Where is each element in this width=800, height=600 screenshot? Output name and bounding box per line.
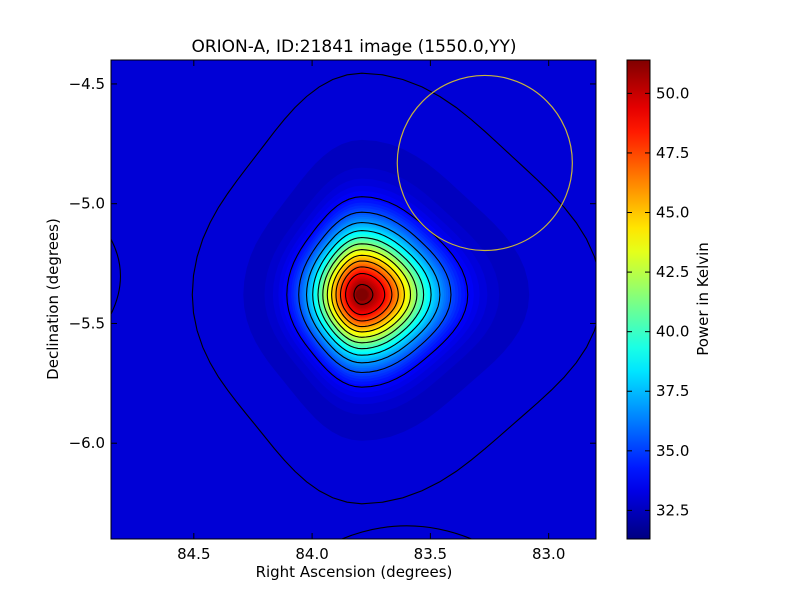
colorbar-tick-label: 50.0 bbox=[656, 84, 689, 102]
contour-line bbox=[317, 236, 425, 350]
contour-line bbox=[335, 260, 399, 328]
colorbar-tick-label: 47.5 bbox=[656, 144, 689, 162]
contour-lines bbox=[191, 72, 596, 505]
colorbar-tick-label: 35.0 bbox=[656, 442, 689, 460]
y-axis-ticks: −4.5 −5.0 −5.5 −6.0 bbox=[69, 75, 596, 452]
x-axis-ticks: 84.5 84.0 83.5 83.0 bbox=[177, 60, 565, 563]
plot-area: 84.5 84.0 83.5 83.0 −4.5 −5.0 −5.5 −6.0 bbox=[69, 59, 597, 563]
x-tick-label: 83.0 bbox=[532, 545, 565, 563]
contour-line bbox=[286, 196, 469, 388]
edge-contour-lines bbox=[111, 238, 473, 539]
colorbar-tick-label: 42.5 bbox=[656, 263, 689, 281]
contour-line bbox=[353, 283, 374, 305]
contour-line bbox=[312, 230, 432, 356]
colorbar-tick-label: 40.0 bbox=[656, 323, 689, 341]
chart-title: ORION-A, ID:21841 image (1550.0,YY) bbox=[191, 37, 516, 57]
overlay-circle bbox=[396, 74, 573, 252]
y-axis-label: Declination (degrees) bbox=[44, 218, 62, 380]
colorbar-tick-label: 32.5 bbox=[656, 501, 689, 519]
colorbar: 32.5 35.0 37.5 40.0 42.5 45.0 47.5 50.0 Power i… bbox=[626, 59, 712, 540]
x-tick-label: 84.0 bbox=[295, 545, 328, 563]
colorbar-tick-label: 45.0 bbox=[656, 204, 689, 222]
contour-line bbox=[298, 211, 452, 374]
x-tick-label: 83.5 bbox=[414, 545, 447, 563]
contour-line bbox=[340, 525, 473, 539]
heatmap-image bbox=[243, 139, 530, 441]
y-tick-label: −5.0 bbox=[69, 195, 105, 213]
contour-line bbox=[345, 272, 386, 316]
y-tick-label: −5.5 bbox=[69, 314, 105, 332]
heatmap-peak bbox=[355, 288, 368, 301]
contour-line bbox=[322, 243, 418, 344]
contour-line bbox=[305, 221, 441, 364]
plot-frame bbox=[110, 59, 597, 540]
contour-line bbox=[191, 72, 596, 505]
colorbar-tick-label: 37.5 bbox=[656, 382, 689, 400]
y-tick-label: −4.5 bbox=[69, 75, 105, 93]
colorbar-ticks: 32.5 35.0 37.5 40.0 42.5 45.0 47.5 50.0 bbox=[627, 84, 689, 519]
colorbar-label: Power in Kelvin bbox=[694, 242, 712, 356]
contour-line bbox=[331, 254, 405, 333]
contour-line bbox=[111, 238, 122, 316]
x-axis-label: Right Ascension (degrees) bbox=[256, 563, 453, 581]
colorbar-bar bbox=[626, 59, 651, 540]
y-tick-label: −6.0 bbox=[69, 434, 105, 452]
contour-line bbox=[326, 249, 412, 338]
x-tick-label: 84.5 bbox=[177, 545, 210, 563]
contour-line bbox=[339, 266, 393, 322]
